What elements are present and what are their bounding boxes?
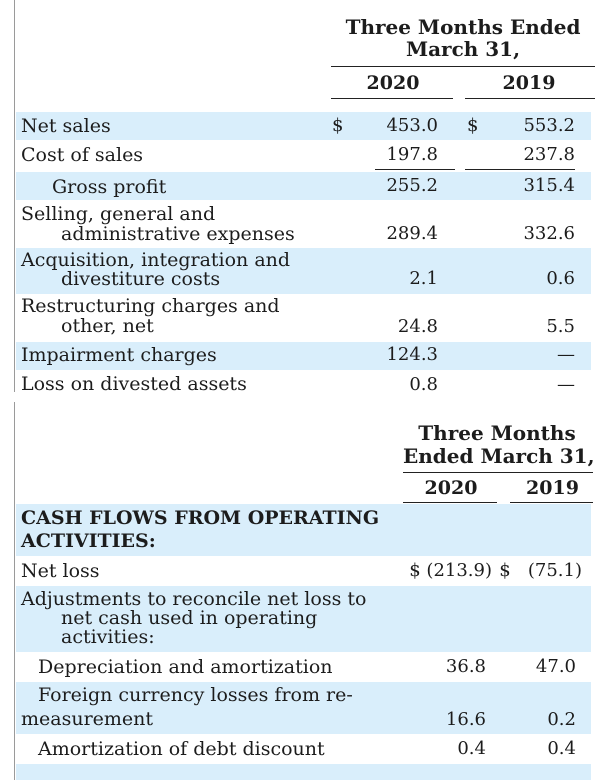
table-row: Foreign currency losses from re- measure… <box>16 682 591 734</box>
table-row: Restructuring charges and other, net 24.… <box>16 294 591 342</box>
cash-flow-panel: Three Months Ended March 31, 2020 2019 C… <box>14 402 595 780</box>
section-heading-line2: ACTIVITIES: <box>21 530 156 552</box>
row-label: Net loss <box>21 560 100 582</box>
income-col-2019: 2019 <box>502 72 556 94</box>
row-label: Amortization of debt discount <box>38 738 325 760</box>
row-label-line3: activities: <box>61 626 155 648</box>
value-2020: 24.8 <box>397 316 438 337</box>
table-row: Net loss $ (213.9) $ (75.1) <box>16 556 591 586</box>
row-label: Net sales <box>21 115 111 137</box>
table-row: Adjustments to reconcile net loss to net… <box>16 586 591 652</box>
header-rule <box>331 66 595 67</box>
row-label-line1: Adjustments to reconcile net loss to <box>21 588 367 610</box>
value-2020: 197.8 <box>386 144 438 165</box>
table-row: Gross profit 255.2 315.4 <box>16 172 591 200</box>
value-2019: $ (75.1) <box>499 560 582 581</box>
table-row: Depreciation and amortization 36.8 47.0 <box>16 652 591 682</box>
cashflow-header-line1: Three Months <box>418 421 576 445</box>
header-rule <box>403 472 593 473</box>
income-col-2020: 2020 <box>366 72 420 94</box>
row-label-line2: administrative expenses <box>61 223 295 245</box>
income-statement-panel: Three Months Ended March 31, 2020 2019 N… <box>14 0 595 392</box>
table-row: CASH FLOWS FROM OPERATING ACTIVITIES: <box>16 504 591 556</box>
cashflow-header-line2: Ended March 31, <box>403 444 595 468</box>
value-2019: 47.0 <box>535 656 576 677</box>
table-row: Impairment charges 124.3 — <box>16 342 591 370</box>
table-row: Net sales $ 453.0 $ 553.2 <box>16 112 591 140</box>
value-2020: 124.3 <box>386 344 438 365</box>
col2-rule <box>510 502 593 503</box>
row-label-line2: divestiture costs <box>61 268 221 290</box>
table-row <box>16 764 591 780</box>
value-2020: 36.8 <box>445 656 486 677</box>
value-2019: 237.8 <box>523 144 575 165</box>
row-label: Depreciation and amortization <box>38 656 333 678</box>
col2-rule <box>465 98 595 99</box>
subtotal-rule <box>375 169 455 170</box>
currency-symbol: $ <box>332 115 344 136</box>
value-2019: 0.4 <box>547 738 576 759</box>
subtotal-rule <box>465 169 575 170</box>
table-row: Loss on divested assets 0.8 — <box>16 370 591 393</box>
row-label-line1: Foreign currency losses from re- <box>38 684 353 706</box>
row-label-line2: measurement <box>21 708 154 730</box>
table-row: Amortization of debt discount 0.4 0.4 <box>16 734 591 764</box>
value-2019: 5.5 <box>546 316 575 337</box>
row-label: Impairment charges <box>21 344 217 366</box>
table-row: Acquisition, integration and divestiture… <box>16 248 591 294</box>
row-label: Gross profit <box>52 176 167 198</box>
value-2020: 453.0 <box>386 115 438 136</box>
value-2019: — <box>557 374 575 392</box>
value-2019: 0.6 <box>546 268 575 289</box>
value-2020: 0.8 <box>409 374 438 392</box>
value-2019: 332.6 <box>523 223 575 244</box>
row-label-line1: Acquisition, integration and <box>21 249 291 271</box>
value-2020: 16.6 <box>445 709 486 730</box>
row-label-line1: Restructuring charges and <box>21 295 280 317</box>
col1-rule <box>403 502 497 503</box>
table-row: Cost of sales 197.8 237.8 <box>16 140 591 170</box>
value-2019: — <box>557 344 575 365</box>
row-label-line1: Selling, general and <box>21 203 216 225</box>
value-2020: $ (213.9) <box>409 560 492 581</box>
value-2020: 2.1 <box>409 268 438 289</box>
row-label-line2: net cash used in operating <box>61 607 318 629</box>
row-label: Cost of sales <box>21 144 144 166</box>
section-heading-line1: CASH FLOWS FROM OPERATING <box>21 507 380 529</box>
table-row: Selling, general and administrative expe… <box>16 200 591 248</box>
value-2019: 315.4 <box>523 175 575 196</box>
cashflow-col-2020: 2020 <box>424 477 478 499</box>
income-header-line1: Three Months Ended <box>345 15 581 39</box>
currency-symbol: $ <box>467 115 479 136</box>
col1-rule <box>331 98 453 99</box>
cashflow-col-2019: 2019 <box>526 477 579 499</box>
value-2019: 553.2 <box>523 115 575 136</box>
value-2020: 289.4 <box>386 223 438 244</box>
value-2020: 0.4 <box>457 738 486 759</box>
row-label-line2: other, net <box>61 315 154 337</box>
value-2020: 255.2 <box>386 175 438 196</box>
value-2019: 0.2 <box>547 709 576 730</box>
income-header-line2: March 31, <box>405 37 521 61</box>
row-label: Loss on divested assets <box>21 373 247 393</box>
